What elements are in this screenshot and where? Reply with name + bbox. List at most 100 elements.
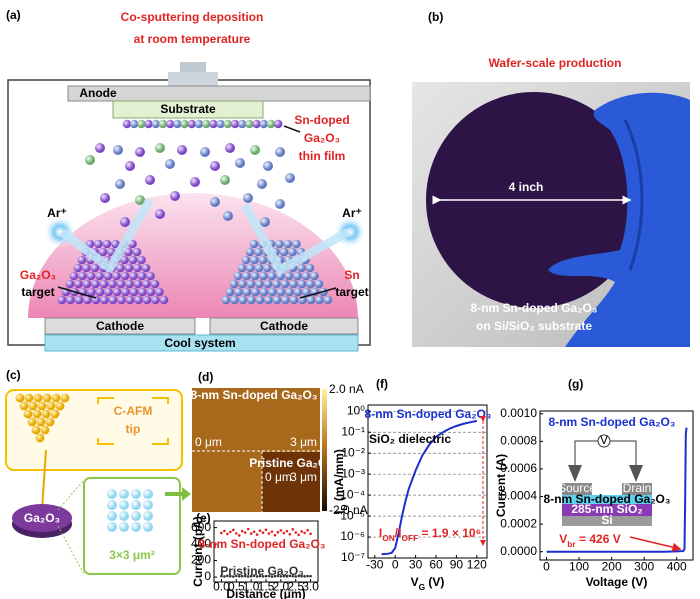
sphere xyxy=(119,489,129,499)
point xyxy=(246,527,250,531)
plot-frame xyxy=(539,410,694,561)
sphere xyxy=(51,393,61,403)
sphere xyxy=(99,279,109,289)
sphere xyxy=(69,271,79,281)
probe-wire xyxy=(574,440,637,465)
point xyxy=(232,575,235,578)
sphere xyxy=(242,271,251,281)
sphere xyxy=(238,295,248,305)
point xyxy=(267,532,271,535)
tip-label: C-AFM xyxy=(114,404,153,418)
text-part: I xyxy=(379,526,382,540)
point xyxy=(240,529,244,533)
sphere xyxy=(221,295,231,305)
sphere xyxy=(132,247,142,257)
sphere xyxy=(275,239,284,249)
y-tick-label: 600 xyxy=(191,520,211,534)
sphere xyxy=(241,255,251,265)
point xyxy=(300,530,303,533)
y-tick-label: 0.0004 xyxy=(500,489,537,503)
ion-path xyxy=(241,202,351,275)
x-tick-label: 3.0 xyxy=(302,580,319,594)
sphere xyxy=(220,175,230,185)
y-tick-label: 10⁻⁶ xyxy=(340,529,365,543)
y-axis-label: Current (A) xyxy=(494,454,508,517)
map-axis-label: 3 μm xyxy=(290,435,317,449)
sphere xyxy=(274,119,283,129)
text-part: V xyxy=(411,575,419,589)
sphere xyxy=(86,271,96,281)
text-part: /I xyxy=(395,526,402,540)
sphere xyxy=(125,279,134,289)
afm-map xyxy=(262,452,320,512)
sphere xyxy=(82,279,92,289)
sphere xyxy=(237,263,247,273)
sphere xyxy=(187,119,196,129)
annotation: ION/IOFF = 1.9 × 10⁶ xyxy=(379,526,481,543)
point xyxy=(249,532,253,535)
annotation: SiO₂ dielectric xyxy=(369,432,451,446)
sphere xyxy=(125,161,135,171)
sphere xyxy=(146,287,156,297)
x-tick-label: 0 xyxy=(543,559,550,573)
sphere xyxy=(107,511,117,521)
panel-label: (g) xyxy=(568,377,583,391)
point xyxy=(220,574,223,578)
colorbar-label: -2.0 nA xyxy=(329,503,368,517)
sphere xyxy=(107,500,117,510)
sphere xyxy=(66,295,75,305)
y-tick-label: 0.0000 xyxy=(500,544,537,558)
bracket xyxy=(97,397,169,445)
cathode xyxy=(209,317,359,335)
sphere xyxy=(24,393,34,403)
x-tick-label: 2.0 xyxy=(273,580,290,594)
electrode-label: Drain xyxy=(623,481,652,495)
sphere xyxy=(245,247,255,257)
point xyxy=(285,529,289,533)
point xyxy=(282,531,286,535)
sphere xyxy=(95,143,105,153)
target-label: Sn xyxy=(344,268,359,282)
sphere xyxy=(31,425,41,435)
sphere xyxy=(210,197,220,207)
sphere xyxy=(142,295,152,305)
sphere xyxy=(108,279,117,289)
text-part: = 426 V xyxy=(576,532,621,546)
sphere xyxy=(100,193,110,203)
sphere xyxy=(251,287,260,297)
sphere xyxy=(40,425,50,435)
y-tick-label: 400 xyxy=(191,536,211,550)
sphere xyxy=(260,217,270,227)
sphere xyxy=(135,147,145,157)
text-part: br xyxy=(567,539,576,549)
annotation: Vbr = 426 V xyxy=(559,532,620,549)
point xyxy=(303,575,306,578)
panel-title: at room temperature xyxy=(134,32,251,46)
sphere xyxy=(234,287,243,297)
sphere xyxy=(249,239,259,249)
sphere xyxy=(120,217,130,227)
y-tick-label: 0.0010 xyxy=(500,406,537,420)
ion-label: Ar⁺ xyxy=(342,206,362,220)
sphere xyxy=(323,295,333,305)
sphere xyxy=(142,279,151,289)
sphere xyxy=(302,287,311,297)
x-tick-label: 200 xyxy=(602,559,622,573)
y-tick-label: 10⁻⁴ xyxy=(340,487,365,501)
y-tick-label: 10⁻² xyxy=(341,445,365,459)
sphere xyxy=(151,119,160,129)
point xyxy=(273,533,277,537)
x-tick-label: 2.5 xyxy=(287,580,304,594)
panel-label: (c) xyxy=(6,368,21,382)
sphere xyxy=(73,263,83,273)
sphere xyxy=(46,401,56,411)
layer-label: Si xyxy=(601,513,612,527)
sphere xyxy=(45,417,55,427)
point xyxy=(288,574,292,578)
pointer xyxy=(629,536,682,552)
sphere xyxy=(102,239,112,249)
sphere xyxy=(285,173,295,183)
y-tick-label: 0.0006 xyxy=(500,461,537,475)
sphere xyxy=(159,295,169,305)
sphere xyxy=(275,199,285,209)
